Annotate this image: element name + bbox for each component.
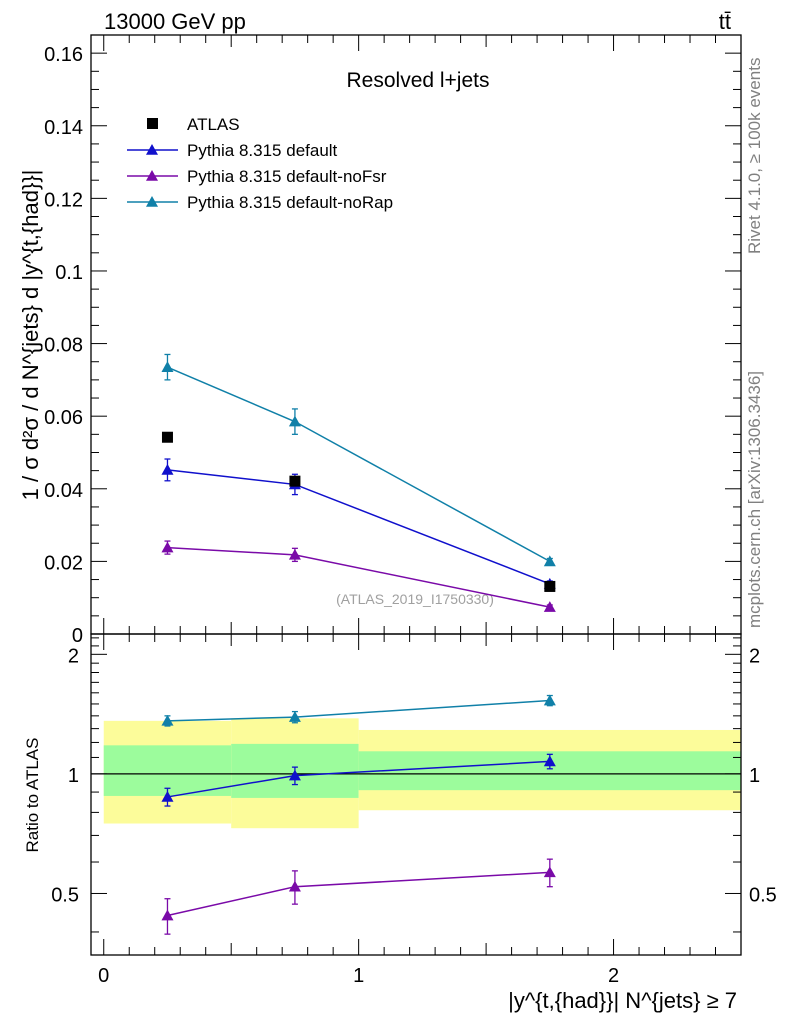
x-axis-label: |y^{t,{had}}| N^{jets} ≥ 7 bbox=[508, 988, 737, 1013]
series-point bbox=[288, 548, 301, 560]
ratio-series-point bbox=[543, 866, 556, 878]
main-y-tick-label: 0.12 bbox=[44, 189, 83, 211]
ratio-panel: 0.5 0.5 1 1 2 2 0 1 2 Ratio to ATLAS |y^{t,{had}}|… bbox=[23, 633, 777, 1013]
series-line bbox=[167, 469, 551, 585]
series-point bbox=[543, 601, 556, 612]
ratio-y-tick-label-right: 2 bbox=[749, 645, 760, 667]
legend-label: Pythia 8.315 default-noRap bbox=[187, 193, 393, 212]
mcplots-label: mcplots.cern.ch [arXiv:1306.3436] bbox=[745, 371, 764, 628]
series-line bbox=[167, 366, 551, 563]
ratio-series-line bbox=[167, 699, 550, 722]
main-y-tick-label: 0.16 bbox=[44, 44, 83, 66]
legend-marker-triangle bbox=[146, 144, 158, 155]
main-y-tick-label: 0.06 bbox=[44, 407, 83, 429]
legend-marker-atlas bbox=[147, 118, 158, 129]
main-y-tick-label: 0.08 bbox=[44, 335, 83, 357]
ratio-series-point bbox=[288, 769, 301, 781]
series-point bbox=[161, 463, 174, 475]
legend-marker-triangle bbox=[146, 196, 158, 207]
ratio-y-tick-label-right: 0.5 bbox=[749, 884, 777, 906]
ratio-series-point bbox=[288, 711, 301, 722]
ratio-y-tick-label-right: 1 bbox=[749, 765, 760, 787]
legend-label: ATLAS bbox=[187, 115, 240, 134]
ratio-series-point bbox=[288, 880, 301, 892]
legend-marker-triangle bbox=[146, 170, 158, 181]
analysis-watermark: (ATLAS_2019_I1750330) bbox=[336, 591, 494, 607]
energy-label: 13000 GeV pp bbox=[104, 9, 246, 34]
ratio-y-tick-label: 2 bbox=[68, 645, 79, 667]
x-tick-label: 0 bbox=[98, 965, 109, 987]
legend-label: Pythia 8.315 default bbox=[187, 141, 338, 160]
data-point-atlas bbox=[544, 580, 556, 592]
process-label: tt̄ bbox=[719, 9, 731, 34]
x-tick-label: 2 bbox=[608, 965, 619, 987]
ratio-series-point bbox=[161, 714, 174, 726]
series-point bbox=[288, 415, 301, 427]
x-tick-label: 1 bbox=[353, 965, 364, 987]
main-y-tick-label: 0.14 bbox=[44, 117, 83, 139]
ratio-y-tick-label: 0.5 bbox=[51, 884, 79, 906]
ratio-series-point bbox=[543, 755, 556, 767]
ratio-series-point bbox=[543, 694, 556, 706]
main-y-axis-label: 1 / σ d²σ / d N^{jets} d |y^{t,{had}}| bbox=[18, 170, 43, 501]
series-point bbox=[161, 361, 174, 372]
ratio-y-axis-label: Ratio to ATLAS bbox=[23, 738, 42, 853]
uncertainty-band-inner bbox=[103, 745, 232, 796]
ratio-series-point bbox=[161, 790, 174, 802]
main-y-tick-label: 0 bbox=[72, 625, 83, 647]
ratio-series-line bbox=[167, 871, 550, 917]
main-y-tick-label: 0.04 bbox=[44, 480, 83, 502]
main-y-tick-label: 0.02 bbox=[44, 552, 83, 574]
data-point-atlas bbox=[161, 431, 173, 443]
ratio-frame bbox=[90, 633, 742, 956]
data-point-atlas bbox=[289, 475, 301, 487]
legend-label: Pythia 8.315 default-noFsr bbox=[187, 167, 387, 186]
chart-title: Resolved l+jets bbox=[347, 69, 490, 92]
rivet-version-label: Rivet 4.1.0, ≥ 100k events bbox=[745, 58, 764, 254]
ratio-y-tick-label: 1 bbox=[68, 765, 79, 787]
ratio-series-point bbox=[161, 909, 174, 921]
series-point bbox=[161, 541, 174, 553]
main-panel: 0 0.02 0.04 0.06 0.08 0.1 0.12 0.14 0.16 Resolved… bbox=[18, 34, 742, 647]
main-y-tick-label: 0.1 bbox=[55, 262, 83, 284]
series-point bbox=[543, 555, 556, 567]
